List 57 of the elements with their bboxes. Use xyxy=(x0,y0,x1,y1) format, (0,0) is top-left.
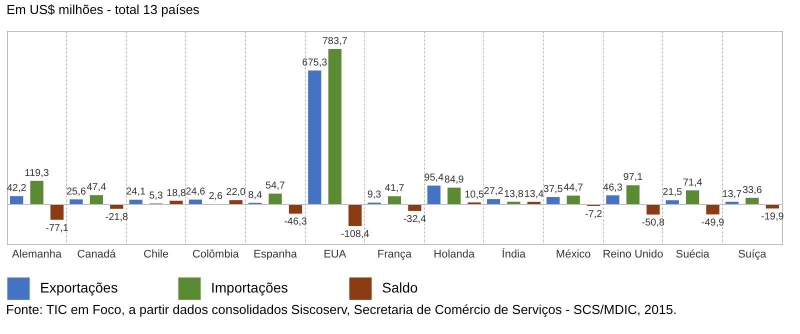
data-label: 10,5 xyxy=(464,189,484,200)
data-label: 119,3 xyxy=(24,168,50,179)
x-tick-label: França xyxy=(377,248,412,260)
data-label: 22,0 xyxy=(226,187,246,198)
x-tick-label: Chile xyxy=(144,248,169,260)
data-label: 41,7 xyxy=(384,183,405,194)
data-label: 18,8 xyxy=(166,188,186,199)
data-label: -46,3 xyxy=(284,216,308,228)
data-label: 24,6 xyxy=(186,186,206,198)
data-label: 37,5 xyxy=(543,184,564,196)
x-tick-label: Alemanha xyxy=(12,248,62,260)
x-tick-label: EUA xyxy=(324,248,347,260)
data-label: 84,9 xyxy=(444,174,464,186)
data-label: 27,2 xyxy=(484,186,504,198)
data-label: 33,6 xyxy=(742,184,762,196)
x-tick-label: Colômbia xyxy=(192,248,240,260)
data-label: 9,3 xyxy=(367,190,382,201)
x-tick-label: Holanda xyxy=(434,248,476,260)
data-label: 21,5 xyxy=(662,187,683,198)
data-label: 675,3 xyxy=(302,58,328,69)
x-tick-label: Índia xyxy=(502,248,527,260)
data-label: -49,9 xyxy=(701,217,725,228)
data-label: -19,9 xyxy=(761,211,784,222)
legend-label: Saldo xyxy=(382,280,418,296)
data-label: -108,4 xyxy=(340,229,370,240)
data-label: 783,7 xyxy=(322,36,348,47)
data-label: 71,4 xyxy=(682,177,703,188)
data-label: -32,4 xyxy=(403,214,427,225)
data-label: 24,1 xyxy=(126,186,146,198)
x-tick-label: Espanha xyxy=(254,248,298,260)
data-label: 97,1 xyxy=(623,172,644,184)
data-label: 5,3 xyxy=(149,190,164,202)
data-label: 13,4 xyxy=(524,188,544,200)
chart-title: Em US$ milhões - total 13 países xyxy=(6,2,200,17)
data-label: 2,6 xyxy=(208,190,224,202)
data-label: 46,3 xyxy=(603,182,623,194)
data-label: 8,4 xyxy=(248,190,262,201)
data-label: 13,8 xyxy=(504,188,524,200)
data-label: 95,4 xyxy=(424,172,444,184)
data-label: 54,7 xyxy=(266,180,286,192)
data-label: 42,2 xyxy=(6,183,27,194)
x-tick-label: Canadá xyxy=(77,248,117,260)
legend-label: Exportações xyxy=(40,280,118,296)
data-label: 13,7 xyxy=(722,188,742,200)
data-label: 25,6 xyxy=(66,186,86,198)
x-tick-label: Reino Unido xyxy=(602,248,664,260)
data-label: 47,4 xyxy=(86,182,107,194)
data-label: -7,2 xyxy=(584,208,603,220)
x-tick-label: México xyxy=(556,248,591,260)
x-tick-label: Suécia xyxy=(676,248,710,260)
data-label: -50,8 xyxy=(642,218,666,229)
data-label: -77,1 xyxy=(46,222,69,234)
data-label: 44,7 xyxy=(564,182,584,194)
legend-label: Importações xyxy=(211,280,288,296)
source-note: Fonte: TIC em Foco, a partir dados consolidados Siscoserv, Secretaria de Comércio de Serviços - SCS/MDIC, 2015. xyxy=(5,301,678,319)
x-tick-label: Suíça xyxy=(738,248,768,260)
data-label: -21,8 xyxy=(105,212,128,223)
